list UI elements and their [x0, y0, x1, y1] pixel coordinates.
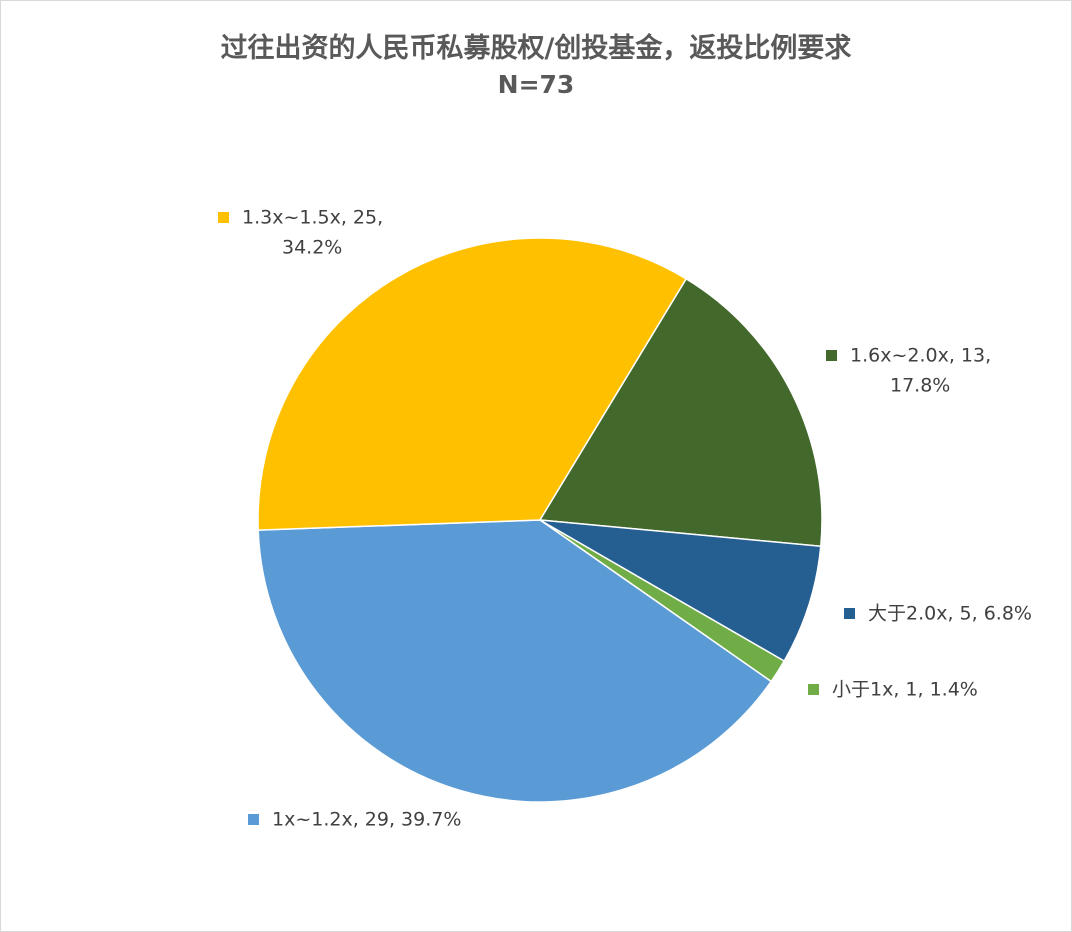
data-label-3: 1.6x~2.0x, 13, 17.8% [826, 345, 991, 397]
label-color-key [844, 608, 855, 619]
data-label-2: 1.3x~1.5x, 25, 34.2% [218, 207, 383, 259]
label-color-key [248, 814, 259, 825]
label-color-key [808, 684, 819, 695]
data-label-percent: 34.2% [282, 237, 342, 259]
label-color-key [218, 212, 229, 223]
pie-slice-4 [539, 519, 822, 663]
pie-slice-3 [538, 277, 823, 548]
pie-slice-2 [257, 237, 688, 531]
data-label-text: 1.6x~2.0x, 13, [850, 345, 991, 367]
pie-slice-1 [257, 519, 773, 803]
data-label-0: 小于1x, 1, 1.4% [808, 679, 978, 701]
data-label-4: 大于2.0x, 5, 6.8% [844, 603, 1032, 625]
data-label-1: 1x~1.2x, 29, 39.7% [248, 809, 461, 831]
data-label-text: 小于1x, 1, 1.4% [832, 679, 978, 701]
chart-subtitle: N=73 [497, 70, 575, 99]
data-label-text: 1x~1.2x, 29, 39.7% [272, 809, 461, 831]
data-label-text: 1.3x~1.5x, 25, [242, 207, 383, 229]
label-color-key [826, 350, 837, 361]
data-label-text: 大于2.0x, 5, 6.8% [868, 603, 1032, 625]
chart-title: 过往出资的人民币私募股权/创投基金，返投比例要求 [220, 33, 852, 64]
data-label-percent: 17.8% [890, 375, 950, 397]
